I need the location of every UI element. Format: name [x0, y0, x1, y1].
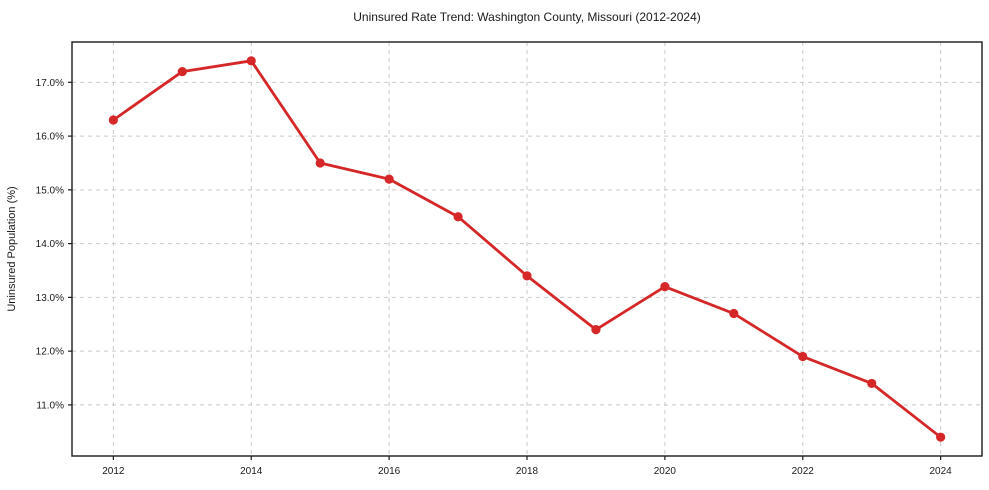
y-tick-label: 14.0%: [36, 239, 64, 250]
data-point-2017: [453, 212, 463, 222]
data-point-2015: [315, 158, 325, 168]
y-tick-label: 12.0%: [36, 347, 64, 358]
y-tick-label: 13.0%: [36, 293, 64, 304]
plot-frame: [71, 41, 983, 457]
y-tick-label: 17.0%: [36, 78, 64, 89]
x-tick-label: 2024: [930, 466, 953, 477]
y-tick-label: 15.0%: [36, 185, 64, 196]
y-tick-label: 16.0%: [36, 132, 64, 143]
data-point-2020: [660, 282, 670, 292]
x-tick-label: 2018: [516, 466, 539, 477]
tick-labels: 11.0% 12.0% 13.0% 14.0% 15.0% 16.0% 17.0% 2012 2…: [36, 78, 953, 477]
x-tick-label: 2012: [102, 466, 125, 477]
data-point-2023: [867, 378, 877, 389]
y-axis-label: Uninsured Population (%): [6, 186, 18, 311]
data-point-2012: [108, 115, 118, 125]
data-point-2016: [384, 174, 394, 184]
data-point-2014: [246, 56, 256, 66]
x-tick-label: 2016: [378, 466, 401, 477]
y-tick-label: 11.0%: [36, 400, 64, 411]
data-point-2018: [522, 271, 532, 281]
x-tick-label: 2020: [654, 466, 677, 477]
data-point-2013: [177, 66, 187, 77]
data-point-2024: [936, 432, 946, 442]
axis-ticks: [68, 81, 942, 460]
data-point-2019: [591, 325, 601, 335]
x-tick-label: 2022: [792, 466, 815, 477]
data-point-2022: [798, 351, 808, 362]
axes-spines: [71, 41, 983, 457]
x-tick-label: 2014: [240, 466, 263, 477]
grid-lines: [72, 42, 982, 456]
data-point-2021: [729, 308, 739, 319]
trend-line-series: [108, 56, 946, 442]
chart-title: Uninsured Rate Trend: Washington County,…: [353, 10, 701, 24]
